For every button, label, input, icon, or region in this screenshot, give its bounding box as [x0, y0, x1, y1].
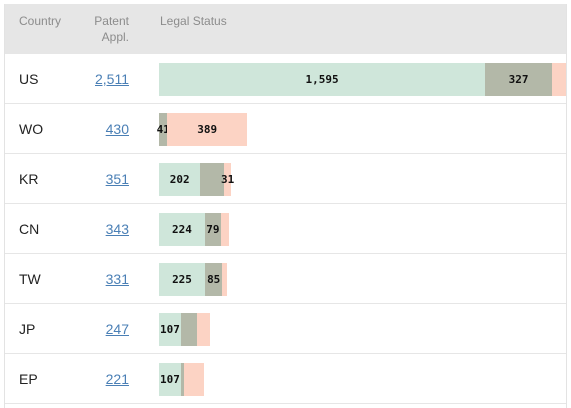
bar-segment-grey[interactable]: 85 [205, 263, 223, 296]
country-code: JP [19, 321, 36, 337]
country-code: WO [19, 121, 44, 137]
legal-status-bar: 107 [159, 363, 205, 396]
table-row: US 2,511 1,595327589 [5, 54, 566, 104]
bar-segment-green[interactable]: 107 [159, 313, 181, 346]
bar-segment-grey[interactable] [180, 313, 198, 346]
table-row: CN 343 224 79 [5, 204, 566, 254]
table-row: WO 430 41 389 [5, 104, 566, 154]
table-header: Country Patent Appl. Legal Status [5, 4, 566, 54]
header-patent-line1: Patent [94, 14, 129, 28]
table-row: KR 351 202 31 [5, 154, 566, 204]
patent-count-link[interactable]: 2,511 [95, 71, 129, 87]
legal-status-bar: 41 389 [157, 113, 247, 146]
bar-segment-grey[interactable]: 327 [485, 63, 553, 96]
patent-count-link[interactable]: 247 [105, 321, 129, 337]
bar-segment-green[interactable]: 107 [159, 363, 181, 396]
patent-count-link[interactable]: 343 [105, 221, 129, 237]
bar-segment-green[interactable]: 225 [159, 263, 205, 296]
country-code: KR [19, 171, 39, 187]
bar-segment-pink[interactable] [183, 363, 205, 396]
bar-segment-green[interactable]: 1,595 [159, 63, 486, 96]
header-patent-line2: Appl. [101, 30, 129, 44]
country-code: EP [19, 371, 38, 387]
bar-segment-grey[interactable] [200, 163, 225, 196]
bar-segment-grey[interactable]: 79 [204, 213, 221, 246]
table-row: JP 247 107 [5, 304, 566, 354]
patent-count-link[interactable]: 430 [105, 121, 129, 137]
bar-segment-green[interactable]: 224 [159, 213, 205, 246]
bar-segment-pink[interactable] [222, 263, 227, 296]
header-legal-status: Legal Status [160, 14, 227, 28]
bar-segment-pink[interactable]: 589 [552, 63, 566, 96]
legal-status-bar: 225 85 [159, 263, 227, 296]
header-patent-appl: Patent Appl. [85, 13, 129, 45]
patent-count-link[interactable]: 351 [105, 171, 129, 187]
country-code: TW [19, 271, 41, 287]
patent-legal-status-table: Country Patent Appl. Legal Status US 2,51… [4, 4, 567, 408]
legal-status-bar: 107 [159, 313, 210, 346]
table-row: EP 221 107 [5, 354, 566, 404]
patent-count-link[interactable]: 331 [105, 271, 129, 287]
legal-status-bar: 1,595327589 [159, 63, 566, 96]
bar-segment-grey[interactable]: 41 [157, 113, 170, 146]
bar-segment-pink[interactable]: 389 [167, 113, 247, 146]
country-code: US [19, 71, 39, 87]
table-row: TW 331 225 85 [5, 254, 566, 304]
legal-status-bar: 202 31 [159, 163, 234, 196]
bar-segment-pink[interactable] [197, 313, 210, 346]
bar-segment-grey[interactable] [180, 363, 184, 396]
header-country: Country [19, 14, 62, 28]
country-code: CN [19, 221, 40, 237]
bar-segment-green[interactable]: 202 [159, 163, 201, 196]
bar-segment-pink[interactable]: 31 [221, 163, 234, 196]
bar-segment-pink[interactable] [220, 213, 230, 246]
legal-status-bar: 224 79 [159, 213, 230, 246]
patent-count-link[interactable]: 221 [105, 371, 129, 387]
